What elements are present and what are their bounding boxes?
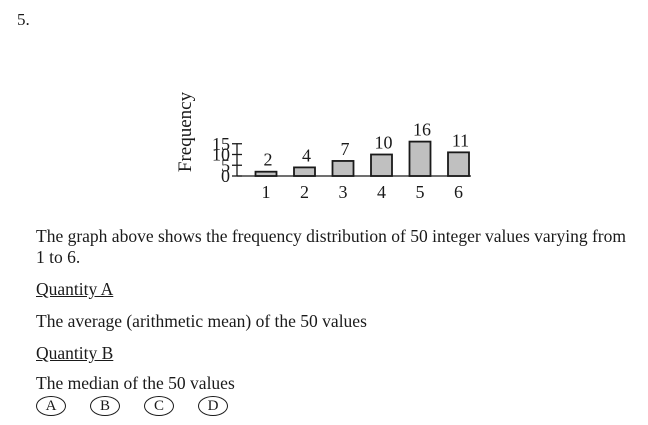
bar-2 [293,166,316,177]
choice-a-button[interactable]: A [36,396,66,416]
data-label-2: 4 [302,145,311,165]
quantity-b-label: Quantity B [36,343,114,363]
x-tick-label-2: 2 [300,182,309,202]
data-label-5: 16 [413,120,431,140]
y-axis-label: Frequency [175,91,196,172]
x-tick-label-6: 6 [454,182,463,202]
question-stem: The graph above shows the frequency dist… [36,226,626,267]
question-number: 5. [17,10,30,29]
x-tick-label-5: 5 [416,182,425,202]
data-label-4: 10 [375,133,393,153]
x-tick-label-4: 4 [377,182,386,202]
x-tick-label-3: 3 [339,182,348,202]
quantity-a-label: Quantity A [36,279,114,299]
quantity-b-text: The median of the 50 values [36,373,235,393]
bar-6 [447,151,470,177]
data-label-1: 2 [264,150,273,170]
bar-4 [370,153,393,177]
x-tick-label-1: 1 [262,182,271,202]
choice-c-button[interactable]: C [144,396,174,416]
bar-1 [254,170,278,177]
data-label-3: 7 [341,139,350,159]
bar-3 [331,160,355,177]
data-label-6: 11 [452,130,469,150]
choice-d-button[interactable]: D [198,396,228,416]
y-tick-label: 15 [212,134,230,154]
quantity-a-text: The average (arithmetic mean) of the 50 … [36,311,367,331]
y-tick-label: 0 [221,166,230,186]
choice-b-button[interactable]: B [90,396,120,416]
y-tick-label: 5 [221,155,230,175]
bar-5 [408,140,432,177]
y-tick-label: 10 [212,145,230,165]
